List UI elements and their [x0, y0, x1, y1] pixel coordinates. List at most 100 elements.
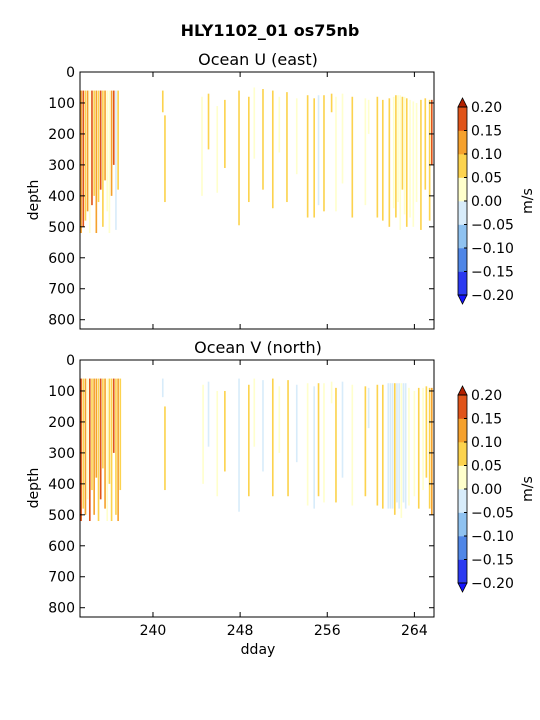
colorbar-tick-label: 0.00: [471, 194, 502, 210]
heatmap-cell: [317, 95, 320, 206]
colorbar-band: [458, 465, 467, 490]
heatmap-cell: [295, 384, 298, 463]
heatmap-cell: [207, 381, 210, 447]
heatmap-cell: [86, 378, 89, 500]
heatmap-cell: [88, 90, 91, 234]
y-tick-label: 400: [48, 477, 75, 493]
y-tick-label: 600: [48, 539, 75, 555]
heatmap-cell: [248, 384, 250, 497]
x-tick-label: 256: [314, 623, 341, 639]
heatmap-cell: [202, 384, 204, 484]
heatmap-cell: [376, 384, 379, 506]
y-tick-label: 800: [48, 313, 75, 329]
colorbar-label: m/s: [520, 188, 536, 214]
heatmap-cell: [82, 378, 85, 509]
heatmap-cell: [95, 378, 98, 478]
y-tick-label: 0: [66, 353, 75, 369]
heatmap-cell: [428, 387, 431, 509]
heatmap-cell: [262, 380, 264, 472]
heatmap-cell: [413, 390, 416, 497]
heatmap-cell: [402, 383, 405, 503]
heatmap-cell: [420, 99, 422, 230]
colorbar-band: [458, 224, 467, 249]
heatmap-cell: [387, 383, 390, 509]
heatmap-cell: [395, 95, 397, 218]
heatmap-cell: [88, 378, 91, 522]
heatmap-cell: [335, 96, 337, 212]
colorbar-tick-label: −0.05: [471, 506, 514, 522]
axes: 0 100 200 300 400 500 600 700 800: [48, 65, 435, 330]
heatmap-cell: [164, 406, 166, 491]
heatmap-cells: [80, 87, 433, 234]
heatmap-cell: [201, 96, 203, 196]
heatmap-cell: [381, 99, 384, 221]
heatmap-cell: [391, 383, 394, 509]
heatmap-cell: [119, 378, 122, 491]
heatmap-cell: [364, 98, 367, 206]
plot-frame: [79, 359, 435, 618]
colorbar-tick-label: 0.10: [471, 435, 502, 451]
heatmap-cell: [367, 387, 370, 429]
heatmap-cell: [330, 381, 333, 404]
heatmap-cell: [91, 378, 93, 491]
heatmap-cell: [93, 378, 95, 515]
x-tick-label: 240: [140, 623, 167, 639]
heatmap-cell: [271, 378, 274, 497]
colorbar-tick-label: −0.15: [471, 265, 514, 281]
colorbar-band: [458, 442, 467, 466]
heatmap-cell: [112, 90, 115, 165]
heatmap-cell: [91, 90, 93, 206]
heatmap-cell: [253, 87, 256, 159]
heatmap-cell: [99, 378, 102, 500]
colorbar-band: [458, 154, 467, 178]
heatmap-cell: [286, 92, 288, 203]
y-tick-label: 500: [48, 508, 75, 524]
y-tick-label: 300: [48, 446, 75, 462]
heatmap-cell: [392, 96, 395, 209]
colorbar-tick-label: 0.20: [471, 388, 502, 404]
y-tick-label: 500: [48, 220, 75, 236]
colorbar-band: [458, 489, 467, 513]
heatmap-cell: [238, 378, 240, 512]
heatmap-cell: [82, 90, 85, 227]
heatmap-cell: [381, 384, 384, 509]
heatmap-cell: [404, 383, 407, 509]
colorbar-v: −0.20 −0.15 −0.10 −0.05 0.00 0.05 0.10 0.15 0.20…: [457, 385, 536, 593]
heatmap-cell: [207, 93, 210, 150]
heatmap-cell: [313, 98, 315, 218]
heatmap-cell: [110, 90, 113, 196]
heatmap-cell: [396, 383, 398, 503]
panel-title: Ocean V (north): [194, 338, 322, 357]
heatmap-cell: [102, 378, 104, 469]
heatmap-cell: [351, 384, 354, 506]
plot-frame: [79, 71, 435, 330]
y-tick-label: 700: [48, 570, 75, 586]
heatmap-cell: [164, 115, 166, 203]
heatmap-cells: [80, 378, 433, 522]
heatmap-cell: [115, 90, 117, 230]
heatmap-cell: [341, 381, 344, 478]
colorbar-band: [458, 512, 467, 537]
heatmap-cell: [86, 90, 89, 212]
axes: 0 100 200 300 400 500 600 700 800 240 248 256 264: [48, 353, 435, 639]
heatmap-cell: [388, 98, 391, 227]
heatmap-cell: [323, 95, 325, 212]
heatmap-cell: [417, 387, 420, 509]
heatmap-cell: [335, 387, 337, 503]
heatmap-cell: [216, 390, 219, 497]
colorbar-band: [458, 395, 467, 419]
y-tick-label: 700: [48, 282, 75, 298]
heatmap-cell: [104, 378, 106, 509]
colorbar-band: [458, 536, 467, 560]
colorbar-under-arrow: [457, 582, 468, 593]
heatmap-cell: [400, 383, 403, 518]
heatmap-cell: [161, 90, 164, 113]
colorbar-tick-label: 0.10: [471, 147, 502, 163]
heatmap-cell: [161, 378, 164, 398]
colorbar-tick-label: 0.00: [471, 482, 502, 498]
heatmap-cell: [117, 378, 119, 522]
colorbar-over-arrow: [457, 385, 468, 396]
figure-title: HLY1102_01 os75nb: [181, 21, 360, 40]
heatmap-cell: [278, 96, 281, 153]
